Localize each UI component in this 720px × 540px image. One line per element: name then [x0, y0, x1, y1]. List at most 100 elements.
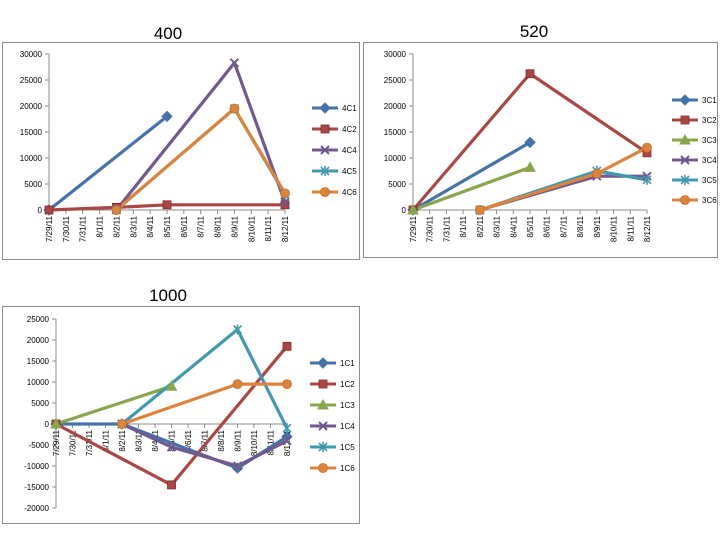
x-tick-label: 8/8/11: [214, 215, 223, 237]
y-tick-label: 15000: [384, 128, 407, 137]
y-tick-label: 0: [402, 206, 407, 215]
x-tick-label: 8/2/11: [118, 429, 127, 451]
legend-label-3C5: 3C5: [702, 176, 717, 185]
x-tick-label: 8/11/11: [626, 215, 635, 241]
y-tick-label: -10000: [24, 462, 49, 471]
legend-4C5-marker: [320, 166, 330, 176]
x-tick-label: 8/7/11: [197, 215, 206, 237]
legend-3C2-marker: [680, 115, 690, 125]
legend-label-4C2: 4C2: [342, 125, 357, 134]
x-tick-label: 8/2/11: [476, 215, 485, 237]
x-tick-label: 8/10/11: [250, 429, 259, 456]
legend-4C2-marker: [320, 124, 330, 134]
legend-label-3C6: 3C6: [702, 196, 717, 205]
chart-frame-400: [2, 42, 360, 260]
y-tick-label: -20000: [24, 504, 49, 513]
point-3C6: [642, 142, 652, 153]
chart-frame-520: [363, 42, 718, 258]
legend-3C4-marker: [680, 155, 690, 165]
point-4C6: [280, 188, 290, 199]
point-1C5: [282, 423, 292, 434]
legend-label-4C6: 4C6: [342, 188, 357, 197]
x-tick-label: 8/4/11: [509, 215, 518, 237]
legend-4C1-marker: [319, 102, 331, 114]
y-tick-label: 5000: [24, 180, 42, 189]
point-3C1: [524, 136, 536, 149]
x-tick-label: 7/29/11: [409, 215, 418, 242]
x-tick-label: 7/31/11: [79, 215, 88, 242]
point-3C2: [525, 69, 535, 79]
x-tick-label: 8/3/11: [493, 215, 502, 237]
legend-4C6-marker: [320, 187, 330, 197]
y-tick-label: 0: [38, 206, 43, 215]
legend-label-4C4: 4C4: [342, 146, 357, 155]
point-4C2: [162, 200, 172, 210]
y-tick-label: 10000: [20, 154, 43, 163]
legend-3C5-marker: [680, 175, 690, 185]
legend-3C6-marker: [680, 195, 690, 205]
legend-label-1C1: 1C1: [340, 359, 355, 368]
series-line-1C5: [120, 327, 289, 429]
legend-label-1C5: 1C5: [340, 443, 355, 452]
x-tick-label: 8/9/11: [593, 215, 602, 237]
series-line-1C2: [55, 345, 289, 487]
legend-label-3C1: 3C1: [702, 96, 717, 105]
x-tick-label: 8/1/11: [459, 215, 468, 237]
y-tick-label: 25000: [384, 76, 407, 85]
y-tick-label: 0: [45, 420, 50, 429]
x-tick-label: 8/6/11: [180, 215, 189, 237]
x-tick-label: 8/5/11: [526, 215, 535, 237]
point-1C3: [165, 380, 178, 391]
legend-3C1-marker: [679, 94, 691, 106]
legend-label-1C3: 1C3: [340, 401, 355, 410]
point-1C6: [117, 419, 127, 429]
y-tick-label: -15000: [24, 483, 49, 492]
point-4C2: [44, 205, 54, 215]
chart-frame-1000: [2, 306, 360, 524]
y-tick-label: 25000: [27, 315, 50, 324]
legend-label-4C1: 4C1: [342, 104, 357, 113]
legend-label-3C4: 3C4: [702, 156, 717, 165]
chart-title-400: 400: [153, 24, 183, 43]
series-line-3C1: [412, 141, 531, 212]
x-tick-label: 8/11/11: [264, 215, 273, 241]
point-4C4: [280, 197, 290, 207]
point-1C4: [166, 442, 177, 452]
legend-1C1-marker: [317, 357, 329, 369]
y-tick-label: 5000: [31, 399, 49, 408]
y-tick-label: 30000: [20, 50, 43, 59]
x-tick-label: 8/11/11: [267, 429, 276, 455]
x-tick-label: 7/29/11: [45, 215, 54, 242]
y-tick-label: 5000: [388, 180, 406, 189]
point-1C2: [282, 341, 292, 351]
legend-label-1C2: 1C2: [340, 380, 355, 389]
x-tick-label: 8/3/11: [129, 215, 138, 237]
point-4C4: [229, 58, 240, 68]
x-tick-label: 8/8/11: [576, 215, 585, 237]
x-tick-label: 8/12/11: [281, 215, 290, 242]
x-tick-label: 8/7/11: [201, 429, 210, 451]
point-4C1: [161, 110, 173, 123]
point-3C6: [474, 205, 485, 215]
point-1C6: [282, 379, 292, 390]
legend-1C2-marker: [318, 379, 328, 389]
y-tick-label: 15000: [20, 128, 43, 137]
x-tick-label: 8/3/11: [135, 429, 144, 451]
legend-1C6-marker: [318, 463, 328, 473]
point-3C6: [591, 168, 602, 179]
x-tick-label: 8/6/11: [543, 215, 552, 237]
point-1C4: [232, 461, 243, 471]
x-tick-label: 8/9/11: [234, 429, 243, 451]
point-3C3: [524, 161, 536, 172]
y-tick-label: 15000: [27, 357, 50, 366]
x-tick-label: 8/5/11: [168, 429, 177, 451]
x-tick-label: 8/9/11: [230, 215, 239, 237]
series-line-3C3: [412, 165, 531, 212]
point-4C6: [111, 205, 122, 215]
point-1C3: [50, 417, 62, 429]
x-tick-label: 8/4/11: [146, 215, 155, 237]
legend-3C3-marker: [679, 133, 691, 145]
